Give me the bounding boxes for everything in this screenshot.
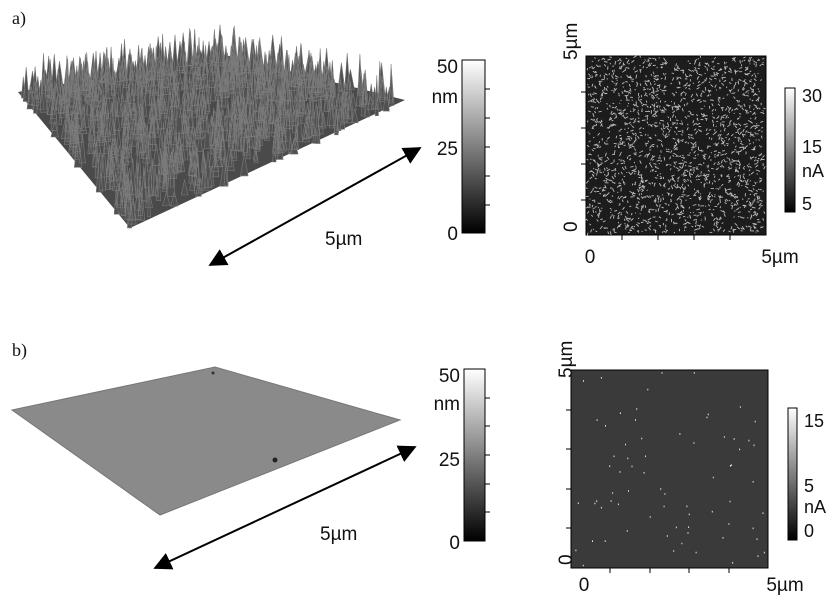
x-axis-label: 5µm (761, 247, 798, 268)
colorbar (784, 87, 796, 213)
surface-defect (272, 457, 278, 463)
colorbar (787, 407, 798, 541)
scale-label: 5µm (320, 524, 357, 545)
colorbar-tick-label: 0 (804, 521, 814, 541)
scale-arrow (153, 445, 417, 570)
colorbar-tick-label: 50 (439, 366, 460, 387)
colorbar-tick-label: 15 (804, 411, 824, 431)
x-axis-label: 0 (585, 247, 596, 268)
colorbar-unit: nA (802, 161, 824, 181)
panel-label: b) (12, 340, 27, 361)
scale-label: 5µm (325, 229, 362, 250)
colorbar-tick-label: 25 (437, 139, 458, 160)
map-ticks (581, 91, 731, 240)
colorbar-ticks (485, 88, 490, 206)
colorbar-tick-label: 0 (449, 533, 460, 554)
colorbar-ticks (485, 397, 490, 513)
colorbar-tick-label: 30 (802, 86, 822, 106)
surface-defect (211, 371, 215, 375)
colorbar-tick-label: 15 (802, 137, 822, 157)
y-axis-label: 5µm (561, 23, 582, 60)
y-axis-label: 0 (556, 554, 577, 565)
x-axis-label: 0 (579, 575, 590, 596)
colorbar-tick-label: 0 (447, 224, 458, 245)
colorbar-unit: nm (434, 394, 460, 415)
map-ticks (566, 409, 730, 573)
panel-label: a) (12, 8, 26, 29)
y-axis-label: 5µm (556, 341, 577, 378)
y-axis-label: 0 (561, 221, 582, 232)
colorbar (461, 59, 486, 234)
colorbar-tick-label: 5 (802, 194, 812, 214)
colorbar (463, 368, 486, 542)
afm-surface (10, 366, 402, 516)
current-map-texture (585, 53, 766, 237)
afm-spikes (21, 24, 395, 229)
colorbar-tick-label: 5 (804, 476, 814, 496)
scale-arrow (208, 147, 422, 266)
x-axis-label: 5µm (766, 575, 803, 596)
colorbar-tick-label: 50 (437, 57, 458, 78)
colorbar-unit: nA (804, 497, 826, 517)
colorbar-tick-label: 25 (439, 450, 460, 471)
current-map (570, 369, 769, 569)
current-map-texture (575, 372, 765, 567)
colorbar-unit: nm (432, 87, 458, 108)
